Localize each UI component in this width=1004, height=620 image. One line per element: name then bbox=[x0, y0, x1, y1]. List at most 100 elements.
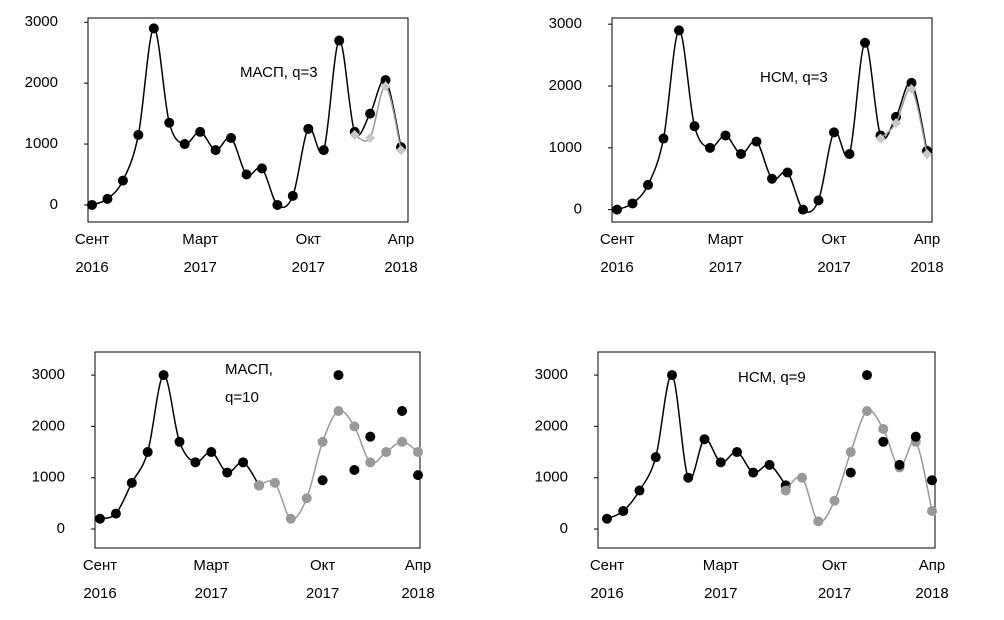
x-tick-label: Апр bbox=[388, 231, 414, 248]
marker bbox=[689, 121, 700, 132]
y-tick-label: 1000 bbox=[25, 135, 58, 152]
y-tick-label: 2000 bbox=[32, 417, 65, 434]
x-tick-label: Апр bbox=[914, 231, 940, 248]
marker bbox=[241, 169, 252, 180]
plot-frame bbox=[597, 351, 936, 549]
x-tick-label: Окт bbox=[822, 557, 847, 574]
x-tick-label: Март bbox=[703, 557, 739, 574]
marker bbox=[658, 133, 669, 144]
marker bbox=[413, 470, 423, 481]
marker bbox=[380, 81, 391, 92]
x-tick-year: 2016 bbox=[590, 585, 623, 602]
marker bbox=[133, 129, 144, 140]
marker bbox=[602, 513, 612, 524]
marker bbox=[317, 475, 328, 486]
y-tick-label: 0 bbox=[50, 196, 58, 213]
marker bbox=[906, 84, 917, 95]
series-line bbox=[616, 29, 928, 213]
x-tick-label: Апр bbox=[919, 557, 945, 574]
x-tick-year: 2017 bbox=[306, 585, 339, 602]
annotation: НСМ, q=9 bbox=[738, 369, 806, 386]
marker bbox=[715, 457, 726, 468]
marker bbox=[349, 129, 360, 140]
x-tick-year: 2017 bbox=[195, 585, 228, 602]
marker bbox=[365, 431, 376, 442]
x-tick-year: 2016 bbox=[83, 585, 116, 602]
marker bbox=[736, 149, 746, 159]
marker bbox=[158, 370, 169, 381]
x-tick-year: 2017 bbox=[704, 585, 737, 602]
x-tick-year: 2016 bbox=[600, 259, 633, 276]
x-tick-year: 2018 bbox=[384, 259, 417, 276]
y-tick-label: 3000 bbox=[32, 366, 65, 383]
marker bbox=[254, 480, 264, 491]
marker bbox=[634, 485, 645, 496]
marker bbox=[148, 23, 159, 34]
x-tick-year: 2017 bbox=[709, 259, 742, 276]
plot-frame bbox=[611, 17, 933, 223]
marker bbox=[891, 118, 901, 129]
marker bbox=[110, 508, 121, 519]
marker bbox=[782, 167, 793, 178]
marker bbox=[238, 457, 249, 468]
marker bbox=[318, 145, 329, 156]
marker bbox=[301, 493, 312, 504]
marker bbox=[927, 475, 937, 486]
x-tick-year: 2018 bbox=[401, 585, 434, 602]
marker bbox=[381, 447, 392, 458]
y-tick-label: 2000 bbox=[549, 77, 582, 94]
y-tick-label: 1000 bbox=[32, 469, 65, 486]
marker bbox=[195, 126, 206, 137]
x-tick-label: Сент bbox=[75, 231, 109, 248]
annotation: МАСП, q=3 bbox=[240, 64, 318, 81]
marker bbox=[878, 423, 889, 434]
series-line bbox=[354, 85, 402, 151]
marker bbox=[705, 142, 715, 153]
marker bbox=[142, 447, 153, 458]
x-tick-label: Март bbox=[182, 231, 218, 248]
marker bbox=[206, 447, 217, 458]
y-tick-label: 0 bbox=[560, 520, 568, 537]
marker bbox=[813, 195, 824, 206]
marker bbox=[365, 457, 376, 468]
y-tick-label: 0 bbox=[574, 201, 582, 218]
series-line bbox=[606, 374, 787, 520]
x-tick-label: Окт bbox=[310, 557, 335, 574]
marker bbox=[126, 477, 137, 488]
marker bbox=[627, 198, 638, 209]
marker bbox=[764, 459, 775, 470]
marker bbox=[862, 406, 872, 417]
marker bbox=[333, 370, 344, 381]
x-tick-year: 2017 bbox=[818, 585, 851, 602]
marker bbox=[894, 459, 905, 470]
plot-frame bbox=[94, 351, 421, 549]
x-tick-label: Март bbox=[708, 231, 744, 248]
marker bbox=[190, 457, 201, 468]
annotation: МАСП, bbox=[225, 361, 273, 378]
marker bbox=[164, 117, 175, 128]
marker bbox=[333, 406, 344, 417]
marker bbox=[667, 370, 677, 381]
marker bbox=[643, 179, 653, 190]
marker bbox=[285, 513, 296, 524]
marker bbox=[272, 199, 283, 210]
x-tick-year: 2017 bbox=[817, 259, 850, 276]
x-tick-year: 2018 bbox=[910, 259, 943, 276]
marker bbox=[87, 199, 97, 210]
marker bbox=[349, 421, 360, 432]
marker bbox=[117, 175, 128, 186]
marker bbox=[927, 506, 937, 517]
y-tick-label: 3000 bbox=[25, 13, 58, 30]
marker bbox=[174, 436, 185, 447]
y-tick-label: 2000 bbox=[25, 74, 58, 91]
marker bbox=[380, 75, 391, 86]
marker bbox=[767, 173, 777, 184]
marker bbox=[226, 132, 237, 143]
x-tick-year: 2017 bbox=[183, 259, 216, 276]
y-tick-label: 2000 bbox=[535, 417, 568, 434]
marker bbox=[780, 485, 791, 496]
annotation: q=10 bbox=[225, 389, 259, 406]
series-line bbox=[258, 409, 419, 520]
marker bbox=[751, 136, 762, 147]
